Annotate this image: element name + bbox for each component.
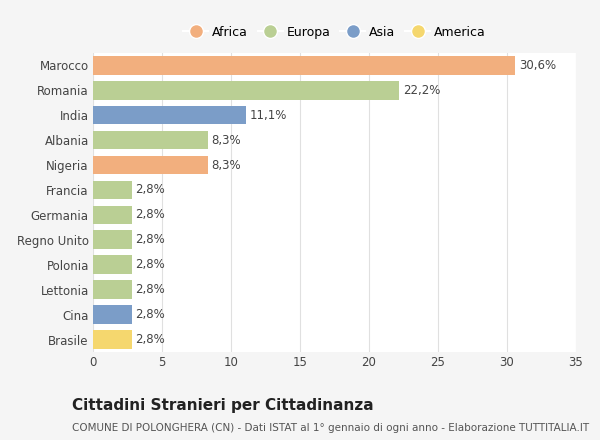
Bar [93, 255, 131, 274]
Bar [93, 81, 400, 99]
Bar [93, 56, 515, 75]
Bar [93, 156, 208, 174]
Text: 11,1%: 11,1% [250, 109, 287, 121]
Text: 30,6%: 30,6% [519, 59, 556, 72]
Bar [93, 180, 131, 199]
Text: 8,3%: 8,3% [211, 134, 241, 147]
Text: 2,8%: 2,8% [135, 209, 165, 221]
Bar [93, 330, 131, 349]
Text: Cittadini Stranieri per Cittadinanza: Cittadini Stranieri per Cittadinanza [72, 398, 374, 413]
Bar [93, 106, 246, 125]
Text: 2,8%: 2,8% [135, 333, 165, 346]
Text: COMUNE DI POLONGHERA (CN) - Dati ISTAT al 1° gennaio di ogni anno - Elaborazione: COMUNE DI POLONGHERA (CN) - Dati ISTAT a… [72, 423, 589, 433]
Text: 2,8%: 2,8% [135, 183, 165, 196]
Legend: Africa, Europa, Asia, America: Africa, Europa, Asia, America [181, 23, 488, 41]
Text: 2,8%: 2,8% [135, 233, 165, 246]
Text: 2,8%: 2,8% [135, 308, 165, 321]
Text: 2,8%: 2,8% [135, 283, 165, 296]
Bar [93, 231, 131, 249]
Bar [93, 305, 131, 324]
Bar [93, 205, 131, 224]
Text: 2,8%: 2,8% [135, 258, 165, 271]
Bar [93, 280, 131, 299]
Text: 22,2%: 22,2% [403, 84, 440, 97]
Bar [93, 131, 208, 150]
Text: 8,3%: 8,3% [211, 158, 241, 172]
